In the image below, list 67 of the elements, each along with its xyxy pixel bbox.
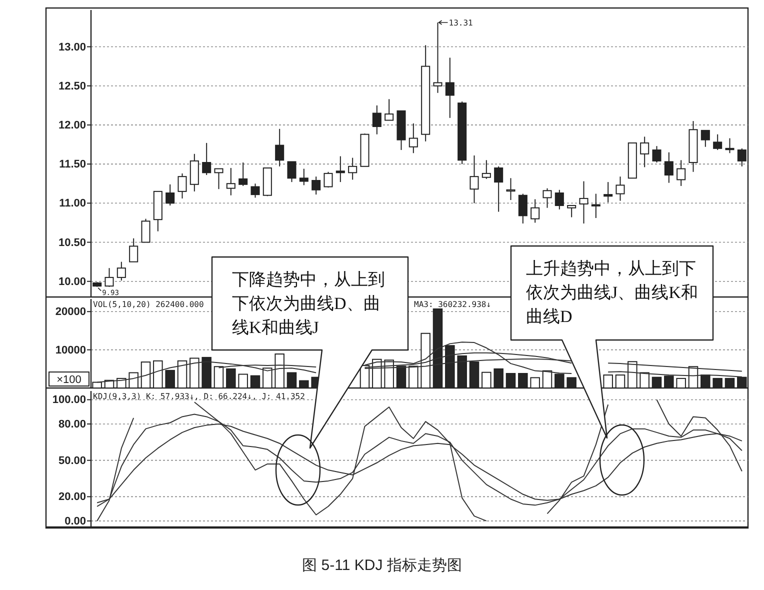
candlestick: [408, 122, 418, 154]
y-tick-label: 10000: [55, 344, 86, 356]
candlestick: [713, 134, 722, 150]
candlestick: [518, 193, 528, 224]
candlestick: [372, 104, 382, 135]
candlestick: [664, 152, 674, 184]
candlestick: [506, 178, 516, 201]
candlestick: [737, 148, 746, 167]
candlestick: [725, 138, 734, 154]
candlestick: [604, 182, 613, 203]
annotation: 下降趋势中，从上到下依次为曲线D、曲线K和曲线J: [232, 270, 385, 337]
y-tick-label: 12.00: [58, 119, 86, 132]
y-tick-label: 10.50: [58, 236, 86, 249]
candlestick: [250, 183, 260, 198]
annotation: 上升趋势中，从上到下依次为曲线J、曲线K和曲线D: [526, 259, 698, 326]
candlestick: [700, 130, 710, 148]
annotation: 13.31: [448, 18, 474, 28]
y-tick-label: 12.50: [58, 80, 86, 92]
candlestick: [202, 142, 212, 176]
annotation: VOL(5,10,20) 262400.000: [93, 300, 204, 309]
candlestick: [579, 180, 588, 224]
candlestick: [567, 205, 576, 218]
candlestick: [287, 161, 296, 183]
candlestick: [116, 261, 126, 282]
candlestick: [214, 168, 224, 190]
candlestick: [178, 172, 187, 199]
candlestick: [652, 146, 662, 163]
candlestick: [470, 154, 479, 204]
y-tick-label: 11.50: [59, 158, 86, 171]
candlestick: [104, 268, 114, 288]
text: ×100: [56, 374, 82, 386]
candlestick: [312, 176, 321, 196]
candlestick: [299, 168, 308, 186]
y-tick-label: 20.00: [58, 491, 86, 504]
candlestick: [238, 162, 248, 186]
candlestick: [190, 153, 199, 192]
annotation: KDJ(9,3,3) K: 57.933↓, D: 66.224↓, J: 41.352: [93, 392, 306, 401]
candlestick: [129, 238, 138, 262]
candlestick: [226, 167, 236, 196]
candlestick: [494, 166, 504, 212]
caption: 图 5-11 KDJ 指标走势图: [302, 557, 462, 574]
candlestick: [384, 98, 394, 121]
candlestick: [141, 218, 150, 243]
candlestick: [445, 57, 454, 118]
y-tick-label: 80.00: [58, 418, 86, 430]
candlestick: [275, 128, 284, 167]
y-tick-label: 20000: [55, 306, 86, 318]
y-tick-label: 50.00: [58, 454, 86, 467]
candlestick: [616, 176, 625, 202]
y-tick-label: 10.00: [58, 276, 86, 288]
candlestick: [676, 160, 686, 186]
y-tick-label: 0.00: [64, 515, 86, 528]
y-tick-label: 100.00: [52, 394, 86, 406]
candlestick: [554, 189, 564, 210]
candlestick: [166, 184, 175, 206]
candlestick: [482, 160, 491, 180]
candlestick: [591, 193, 600, 219]
candlestick: [640, 136, 650, 168]
y-tick-label: 11.00: [59, 198, 86, 210]
candlestick: [530, 198, 540, 224]
line-series: [364, 358, 572, 370]
candlestick: [542, 188, 552, 208]
annotation: MA3: 360232.938↓: [414, 300, 492, 309]
candlestick: [336, 156, 345, 183]
candlestick: [324, 171, 333, 188]
candlestick: [348, 157, 358, 180]
y-tick-label: 13.00: [58, 41, 86, 54]
